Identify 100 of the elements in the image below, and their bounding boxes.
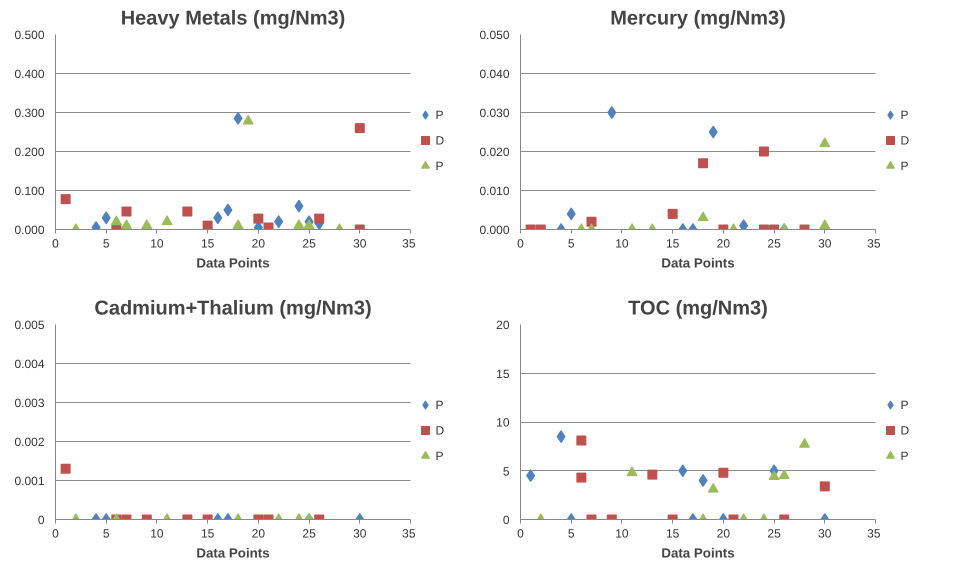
x-tick-label: 35 bbox=[402, 236, 416, 250]
legend-label: D bbox=[436, 134, 444, 148]
legend-label: P bbox=[436, 108, 444, 122]
chart-title: Mercury (mg/Nm3) bbox=[610, 8, 786, 30]
point bbox=[294, 200, 304, 213]
y-tick-label: 0.005 bbox=[14, 318, 45, 332]
chart-title: Cadmium+Thalium (mg/Nm3) bbox=[94, 298, 372, 320]
point bbox=[293, 219, 304, 229]
legend-label: P bbox=[436, 448, 444, 463]
point bbox=[202, 220, 213, 230]
y-tick-label: 0.002 bbox=[14, 435, 45, 449]
x-tick-label: 25 bbox=[302, 236, 316, 250]
y-tick-label: 10 bbox=[496, 416, 510, 430]
legend-label: P bbox=[900, 448, 909, 463]
x-tick-label: 15 bbox=[200, 526, 215, 540]
x-tick-label: 5 bbox=[568, 236, 575, 250]
chart-title: TOC (mg/Nm3) bbox=[628, 298, 768, 320]
point bbox=[253, 214, 264, 224]
point bbox=[232, 219, 244, 229]
x-axis-title: Data Points bbox=[661, 546, 735, 560]
x-tick-label: 15 bbox=[200, 236, 215, 250]
y-tick-label: 0.300 bbox=[14, 106, 45, 120]
point bbox=[141, 219, 152, 229]
point bbox=[60, 194, 71, 204]
y-tick-label: 0.000 bbox=[479, 223, 510, 237]
x-tick-label: 25 bbox=[302, 526, 316, 540]
legend-label: P bbox=[900, 108, 909, 122]
point bbox=[354, 123, 365, 134]
x-tick-label: 20 bbox=[716, 526, 730, 540]
y-tick-label: 0.200 bbox=[14, 145, 45, 159]
legend-label: P bbox=[900, 398, 909, 412]
point bbox=[314, 214, 324, 224]
point bbox=[213, 211, 222, 224]
x-tick-label: 10 bbox=[615, 236, 629, 250]
x-tick-label: 20 bbox=[252, 236, 266, 250]
x-tick-label: 20 bbox=[252, 526, 266, 540]
x-tick-label: 30 bbox=[353, 236, 367, 250]
y-tick-label: 0 bbox=[502, 513, 510, 527]
point bbox=[607, 106, 616, 119]
x-tick-label: 10 bbox=[150, 526, 164, 540]
y-tick-label: 0.004 bbox=[14, 357, 45, 371]
point bbox=[698, 158, 708, 168]
y-tick-label: 15 bbox=[496, 366, 510, 381]
point bbox=[182, 206, 192, 217]
legend-label: D bbox=[436, 424, 444, 438]
x-tick-label: 25 bbox=[767, 526, 782, 540]
x-tick-label: 20 bbox=[716, 236, 730, 250]
point bbox=[819, 137, 830, 148]
y-tick-label: 0.000 bbox=[14, 223, 45, 237]
y-tick-label: 0.040 bbox=[479, 67, 510, 81]
y-tick-label: 0.030 bbox=[479, 106, 510, 120]
x-tick-label: 35 bbox=[867, 236, 881, 250]
x-axis-title: Data Points bbox=[196, 256, 270, 270]
y-tick-label: 0.050 bbox=[479, 28, 510, 42]
point bbox=[102, 211, 111, 224]
x-tick-label: 30 bbox=[353, 526, 367, 540]
x-tick-label: 30 bbox=[818, 236, 832, 250]
legend-label: P bbox=[900, 158, 909, 173]
legend-label: P bbox=[436, 398, 444, 412]
x-tick-label: 15 bbox=[666, 526, 680, 540]
y-tick-label: 0.100 bbox=[14, 184, 45, 198]
x-tick-label: 0 bbox=[517, 526, 524, 540]
y-tick-label: 0.400 bbox=[14, 67, 45, 81]
legend-label: P bbox=[436, 158, 444, 173]
y-tick-label: 0.010 bbox=[479, 184, 510, 198]
y-tick-label: 0.020 bbox=[479, 145, 510, 159]
y-tick-label: 0.500 bbox=[14, 28, 45, 42]
point bbox=[162, 215, 173, 226]
point bbox=[698, 212, 709, 222]
x-tick-label: 35 bbox=[402, 526, 416, 540]
x-tick-label: 35 bbox=[867, 526, 881, 540]
point bbox=[121, 219, 132, 229]
x-tick-label: 15 bbox=[666, 236, 680, 250]
y-tick-label: 0.001 bbox=[14, 474, 45, 488]
point bbox=[758, 146, 769, 156]
x-tick-label: 10 bbox=[615, 526, 629, 540]
x-tick-label: 5 bbox=[102, 526, 110, 540]
x-tick-label: 30 bbox=[818, 526, 832, 540]
point bbox=[819, 219, 830, 229]
point bbox=[304, 219, 315, 229]
chart-title: Heavy Metals (mg/Nm3) bbox=[120, 8, 346, 30]
legend-label: D bbox=[900, 424, 910, 438]
point bbox=[274, 215, 284, 228]
x-axis-title: Data Points bbox=[196, 546, 270, 560]
point bbox=[708, 126, 718, 138]
y-tick-label: 0.003 bbox=[14, 396, 45, 410]
x-tick-label: 0 bbox=[517, 236, 524, 250]
x-tick-label: 5 bbox=[568, 526, 575, 540]
x-tick-label: 25 bbox=[767, 236, 782, 250]
y-tick-label: 0 bbox=[38, 513, 45, 527]
x-tick-label: 0 bbox=[52, 236, 60, 250]
point bbox=[234, 112, 243, 125]
x-axis-title: Data Points bbox=[661, 256, 735, 270]
point bbox=[110, 215, 122, 226]
x-tick-label: 0 bbox=[52, 526, 60, 540]
x-tick-label: 10 bbox=[150, 236, 164, 250]
x-tick-label: 5 bbox=[102, 236, 110, 250]
point bbox=[223, 204, 232, 216]
y-tick-label: 5 bbox=[502, 464, 510, 478]
legend-label: D bbox=[900, 134, 910, 148]
